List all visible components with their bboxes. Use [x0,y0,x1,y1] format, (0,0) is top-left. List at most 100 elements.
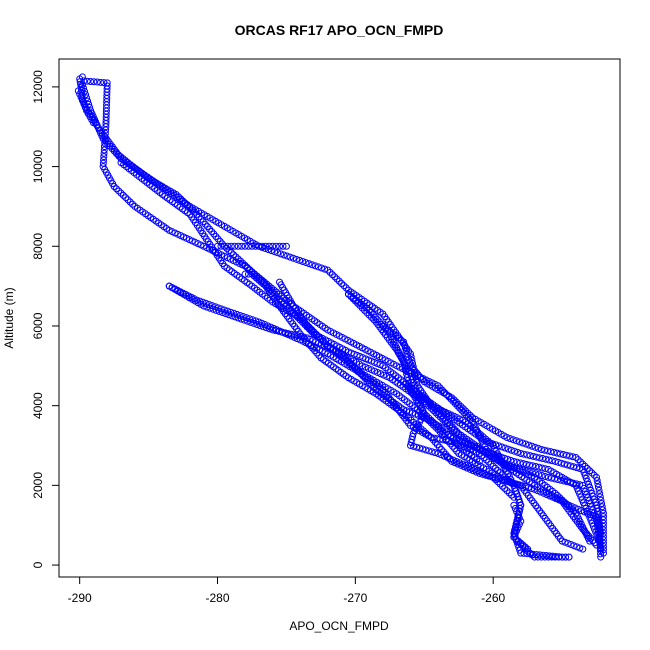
data-point [289,254,297,262]
data-point [274,249,282,257]
data-point [599,542,607,550]
y-axis-label: Altitude (m) [2,287,16,348]
data-point [558,553,566,561]
data-point [439,427,447,435]
data-point [478,452,486,460]
data-point [439,415,447,423]
data-point [406,362,414,370]
data-point [76,78,84,86]
data-point [241,242,249,250]
data-point [532,463,540,471]
data-point [232,253,240,261]
data-point [340,282,348,290]
data-point [528,442,536,450]
y-tick-label: 10000 [31,150,45,184]
data-point [599,536,607,544]
data-point [115,187,123,195]
data-point [509,436,517,444]
data-point [402,380,410,388]
data-point [597,496,605,504]
data-point [369,311,377,319]
data-point [535,463,543,471]
data-point [482,456,490,464]
data-point [124,196,132,204]
data-point [315,351,323,359]
data-point [515,481,523,489]
data-point [422,446,430,454]
data-point [79,98,87,106]
data-point [244,317,252,325]
data-point [544,447,552,455]
data-point [340,352,348,360]
data-point [514,524,522,532]
data-point [579,460,587,468]
data-point [321,265,329,273]
y-tick-label: 2000 [31,472,45,499]
data-point [487,460,495,468]
data-point [498,471,506,479]
data-point [199,298,207,306]
data-point [538,472,546,480]
data-point [525,441,533,449]
data-point [427,404,435,412]
data-point [510,501,518,509]
data-point [266,325,274,333]
data-point [514,538,522,546]
data-point [206,304,214,312]
data-point [234,242,242,250]
data-point [427,416,435,424]
data-point [275,327,283,335]
data-point [529,452,537,460]
data-point [234,255,242,263]
data-point [408,364,416,372]
data-point [100,146,108,154]
data-point [452,398,460,406]
data-point [324,266,332,274]
x-tick-label: -290 [68,591,92,605]
data-point [517,517,525,525]
data-point [599,549,607,557]
data-point [579,545,587,553]
y-tick-label: 8000 [31,233,45,260]
data-point [583,530,591,538]
data-point [536,454,544,462]
data-point [403,370,411,378]
data-point [522,460,530,468]
data-point [433,441,441,449]
data-point [253,321,261,329]
data-point [300,335,308,343]
data-point [587,486,595,494]
data-point [209,305,217,313]
data-point [458,406,466,414]
data-point [278,328,286,336]
data-point [542,455,550,463]
data-point [335,277,343,285]
data-point [524,547,532,555]
data-point [309,344,317,352]
data-point [581,462,589,470]
data-point [512,480,520,488]
data-point [489,440,497,448]
data-point [78,95,86,103]
data-point [287,330,295,338]
data-point [534,444,542,452]
data-point [512,437,520,445]
data-point [228,312,236,320]
data-point [245,242,253,250]
data-point [296,256,304,264]
data-point [219,309,227,317]
data-point [338,279,346,287]
data-point [459,405,467,413]
data-point [599,529,607,537]
data-point [453,447,461,455]
data-point [510,447,518,455]
data-point [510,533,518,541]
data-point [256,322,264,330]
data-point [255,276,263,284]
data-point [371,313,379,321]
data-point [258,242,266,250]
data-point [406,385,413,393]
data-point [599,539,607,547]
data-point [277,250,285,258]
data-point [310,329,318,337]
